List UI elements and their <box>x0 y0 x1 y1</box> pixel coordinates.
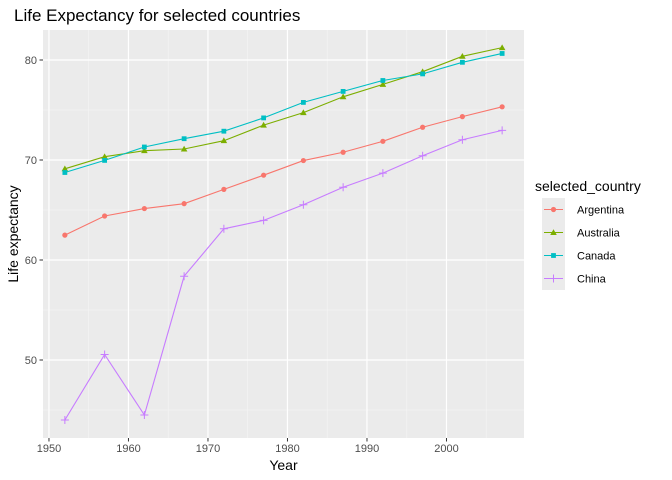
data-point-canada <box>340 89 346 94</box>
series-line-canada <box>64 52 503 174</box>
data-point-australia <box>379 81 387 87</box>
series-line-china <box>64 129 503 421</box>
x-tick-label: 1950 <box>37 443 61 455</box>
y-axis: 50 60 70 80 <box>25 55 43 367</box>
x-tick-label: 2000 <box>434 443 458 455</box>
data-point-argentina <box>300 157 306 164</box>
data-point-china <box>140 410 149 419</box>
data-point-australia <box>180 145 188 152</box>
chart-title: Life Expectancy for selected countries <box>14 6 300 25</box>
x-tick-label: 1960 <box>116 443 140 455</box>
legend-marker-china <box>549 274 558 283</box>
x-tick-label: 1990 <box>355 443 379 455</box>
minor-gridlines <box>43 30 524 438</box>
legend-marker-canada <box>551 253 556 258</box>
x-tick-label: 1970 <box>196 443 220 455</box>
data-point-canada <box>420 71 426 77</box>
data-point-argentina <box>340 149 346 155</box>
data-point-china <box>498 126 507 135</box>
x-axis-title: Year <box>269 457 298 473</box>
series-lines <box>64 47 503 421</box>
x-axis: 1950 1960 1970 1980 1990 2000 <box>37 438 459 455</box>
series-line-australia <box>64 47 503 170</box>
legend-label-china: China <box>577 274 607 286</box>
data-point-china <box>378 169 387 178</box>
y-tick-label: 70 <box>25 155 37 167</box>
data-point-australia <box>300 109 307 116</box>
data-point-argentina <box>499 104 505 110</box>
data-point-argentina <box>141 205 147 212</box>
data-point-canada <box>181 136 187 142</box>
major-gridlines <box>43 30 524 438</box>
legend-label-canada: Canada <box>577 251 616 263</box>
legend: selected_country Argentina Australia Canad… <box>535 178 641 290</box>
data-point-australia <box>101 153 108 160</box>
data-point-australia <box>459 53 466 59</box>
legend-title: selected_country <box>535 178 641 194</box>
plot-panel <box>43 30 524 438</box>
data-point-china <box>418 151 427 160</box>
data-point-china <box>259 216 268 225</box>
data-point-argentina <box>62 232 68 238</box>
data-point-argentina <box>221 186 227 192</box>
data-point-australia <box>141 147 148 154</box>
data-point-canada <box>380 78 386 83</box>
data-point-australia <box>498 44 506 51</box>
y-axis-title: Life expectancy <box>5 185 21 282</box>
data-point-australia <box>61 165 69 172</box>
data-point-canada <box>499 51 505 56</box>
data-point-argentina <box>261 172 267 178</box>
data-point-china <box>299 200 308 209</box>
data-point-canada <box>459 59 465 65</box>
data-point-canada <box>221 128 227 134</box>
data-point-china <box>60 416 69 424</box>
legend-label-argentina: Argentina <box>577 205 625 217</box>
legend-marker-argentina <box>550 206 557 213</box>
data-point-canada <box>141 144 147 150</box>
data-point-australia <box>339 93 347 100</box>
data-point-canada <box>62 170 68 175</box>
data-point-argentina <box>102 213 108 219</box>
y-tick-label: 50 <box>25 355 37 367</box>
y-tick-label: 60 <box>25 255 37 267</box>
data-point-australia <box>260 121 267 128</box>
data-point-argentina <box>420 124 426 130</box>
legend-marker-australia <box>550 229 557 235</box>
data-point-china <box>219 224 228 233</box>
y-tick-label: 80 <box>25 55 37 67</box>
x-tick-label: 1980 <box>275 443 299 455</box>
data-point-canada <box>102 158 108 163</box>
data-point-argentina <box>459 114 465 120</box>
data-point-argentina <box>181 201 187 207</box>
data-point-china <box>100 350 109 359</box>
data-point-australia <box>220 137 228 144</box>
data-point-argentina <box>380 138 386 144</box>
legend-label-australia: Australia <box>577 228 621 240</box>
data-point-canada <box>300 100 306 105</box>
data-point-canada <box>261 115 267 121</box>
series-line-argentina <box>64 106 503 236</box>
data-point-china <box>180 272 189 281</box>
data-point-china <box>458 135 467 144</box>
series-points <box>60 44 507 424</box>
data-point-china <box>339 183 348 192</box>
